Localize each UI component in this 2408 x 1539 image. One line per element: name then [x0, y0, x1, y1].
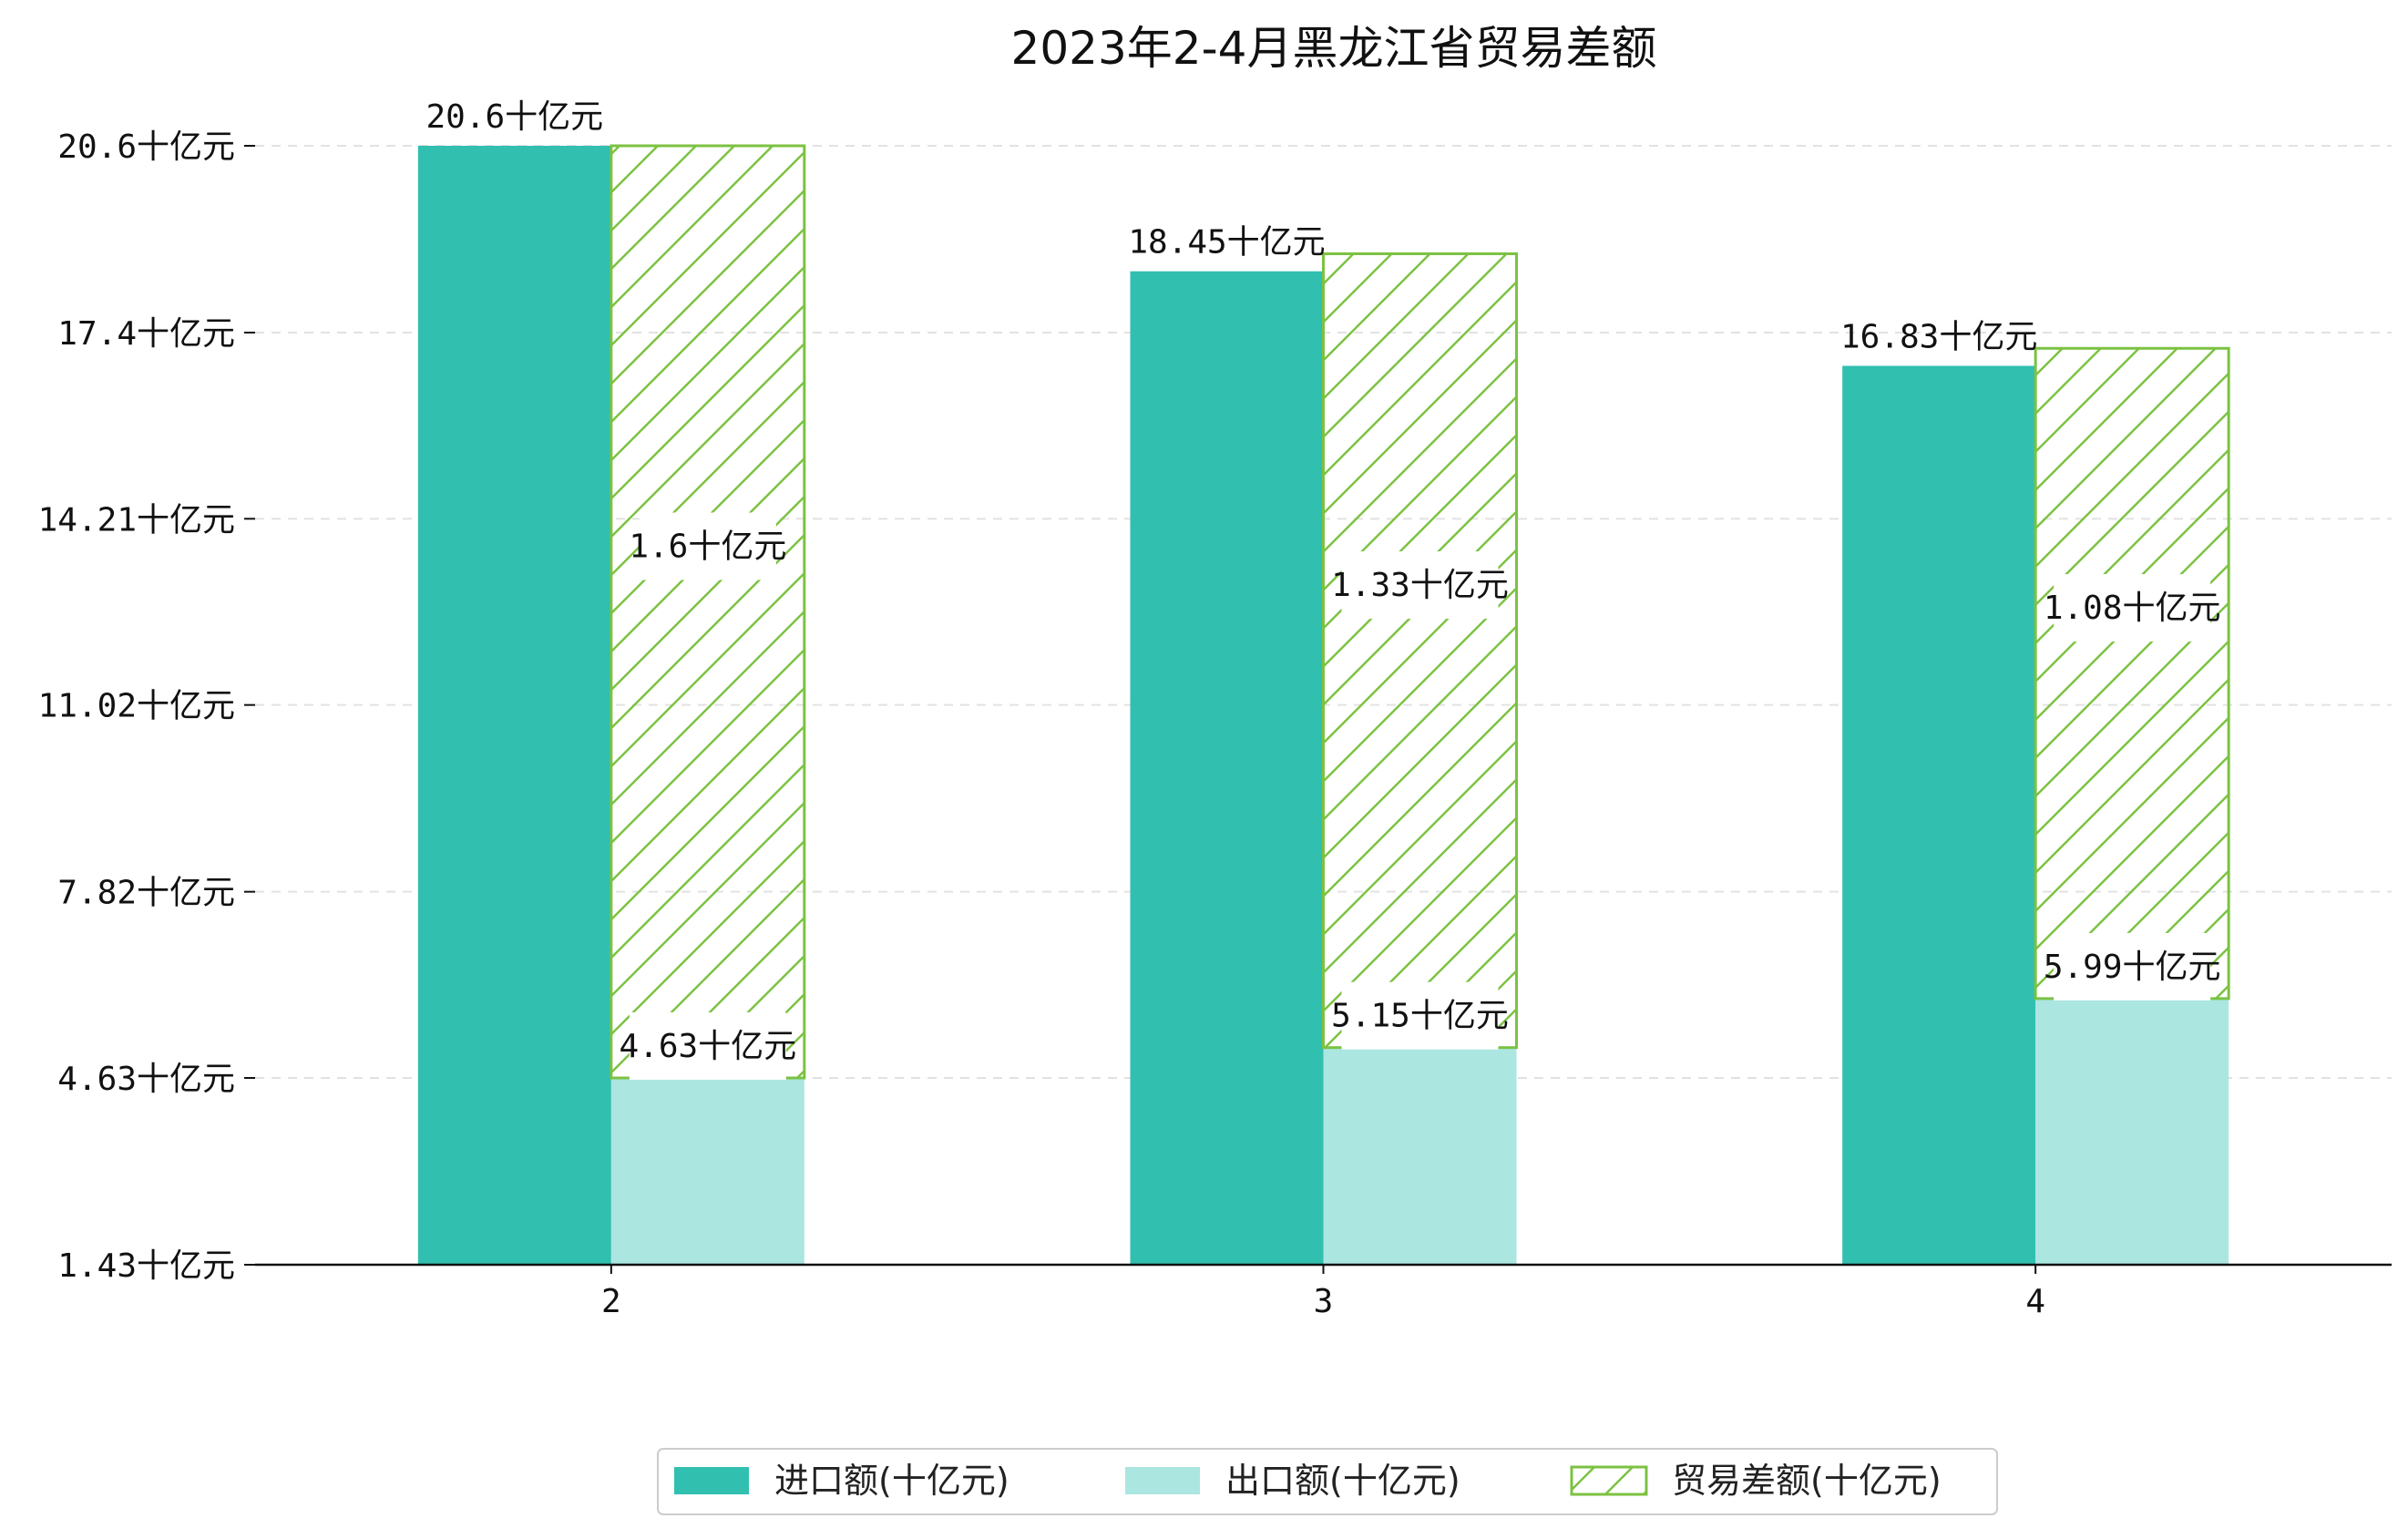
balance-value-label: 1.08十亿元: [2044, 590, 2221, 627]
export-value-label-bg: [1341, 981, 1499, 1050]
legend-export-label: 出口额(十亿元): [1225, 1461, 1460, 1501]
export-value-label: 5.99十亿元: [2044, 949, 2221, 986]
export-bar: [2035, 998, 2229, 1265]
legend: 进口额(十亿元) 出口额(十亿元) 贸易差额(十亿元): [657, 1448, 1998, 1515]
legend-import-swatch: [674, 1467, 749, 1494]
bars: [417, 144, 2230, 1266]
export-value-label-bg: [2054, 932, 2211, 1000]
legend-import-label: 进口额(十亿元): [774, 1461, 1009, 1501]
legend-balance-label: 贸易差额(十亿元): [1672, 1461, 1942, 1501]
balance-value-label-bg: [2054, 574, 2211, 642]
import-value-label: 20.6十亿元: [425, 98, 603, 136]
export-bar: [610, 1078, 804, 1265]
x-tick-label: 4: [2025, 1283, 2045, 1320]
export-value-label-bg: [629, 1012, 786, 1081]
y-tick-label: 11.02十亿元: [38, 688, 235, 725]
import-bar: [417, 146, 611, 1265]
legend-box: [657, 1448, 1998, 1515]
export-bar: [1323, 1047, 1517, 1265]
y-tick-label: 4.63十亿元: [57, 1061, 235, 1098]
y-tick-label: 17.4十亿元: [57, 315, 235, 353]
import-bar: [1842, 365, 2036, 1266]
balance-bar: [2034, 346, 2230, 1000]
export-value-label: 4.63十亿元: [619, 1028, 796, 1065]
balance-bar: [1322, 252, 1518, 1050]
data-labels: 20.6十亿元 4.63十亿元 1.6十亿元 18.45十亿元 5.15十亿元 1.33十…: [425, 98, 2221, 1081]
balance-value-label-bg: [1341, 551, 1499, 620]
x-tick-label: 2: [601, 1283, 621, 1320]
axes: 1.43十亿元 4.63十亿元 7.82十亿元 11.02十亿元 14.21十亿元 17.…: [38, 128, 2392, 1320]
balance-value-label-bg: [639, 512, 776, 580]
balance-value-label: 1.33十亿元: [1331, 567, 1509, 604]
y-tick-label: 20.6十亿元: [57, 128, 235, 166]
balance-bar: [610, 144, 806, 1080]
y-tick-label: 14.21十亿元: [38, 501, 235, 539]
import-value-label: 16.83十亿元: [1840, 319, 2037, 356]
import-bar: [1130, 271, 1324, 1266]
export-value-label: 5.15十亿元: [1331, 998, 1509, 1035]
legend-balance-swatch: [1570, 1465, 1648, 1496]
y-tick-label: 7.82十亿元: [57, 875, 235, 912]
balance-value-label: 1.6十亿元: [629, 528, 786, 566]
import-value-label: 18.45十亿元: [1128, 224, 1325, 262]
y-tick-label: 1.43十亿元: [57, 1247, 235, 1285]
chart-title: 2023年2-4月黑龙江省贸易差额: [1011, 22, 1657, 75]
legend-export-swatch: [1125, 1467, 1200, 1494]
x-tick-label: 3: [1314, 1283, 1334, 1320]
